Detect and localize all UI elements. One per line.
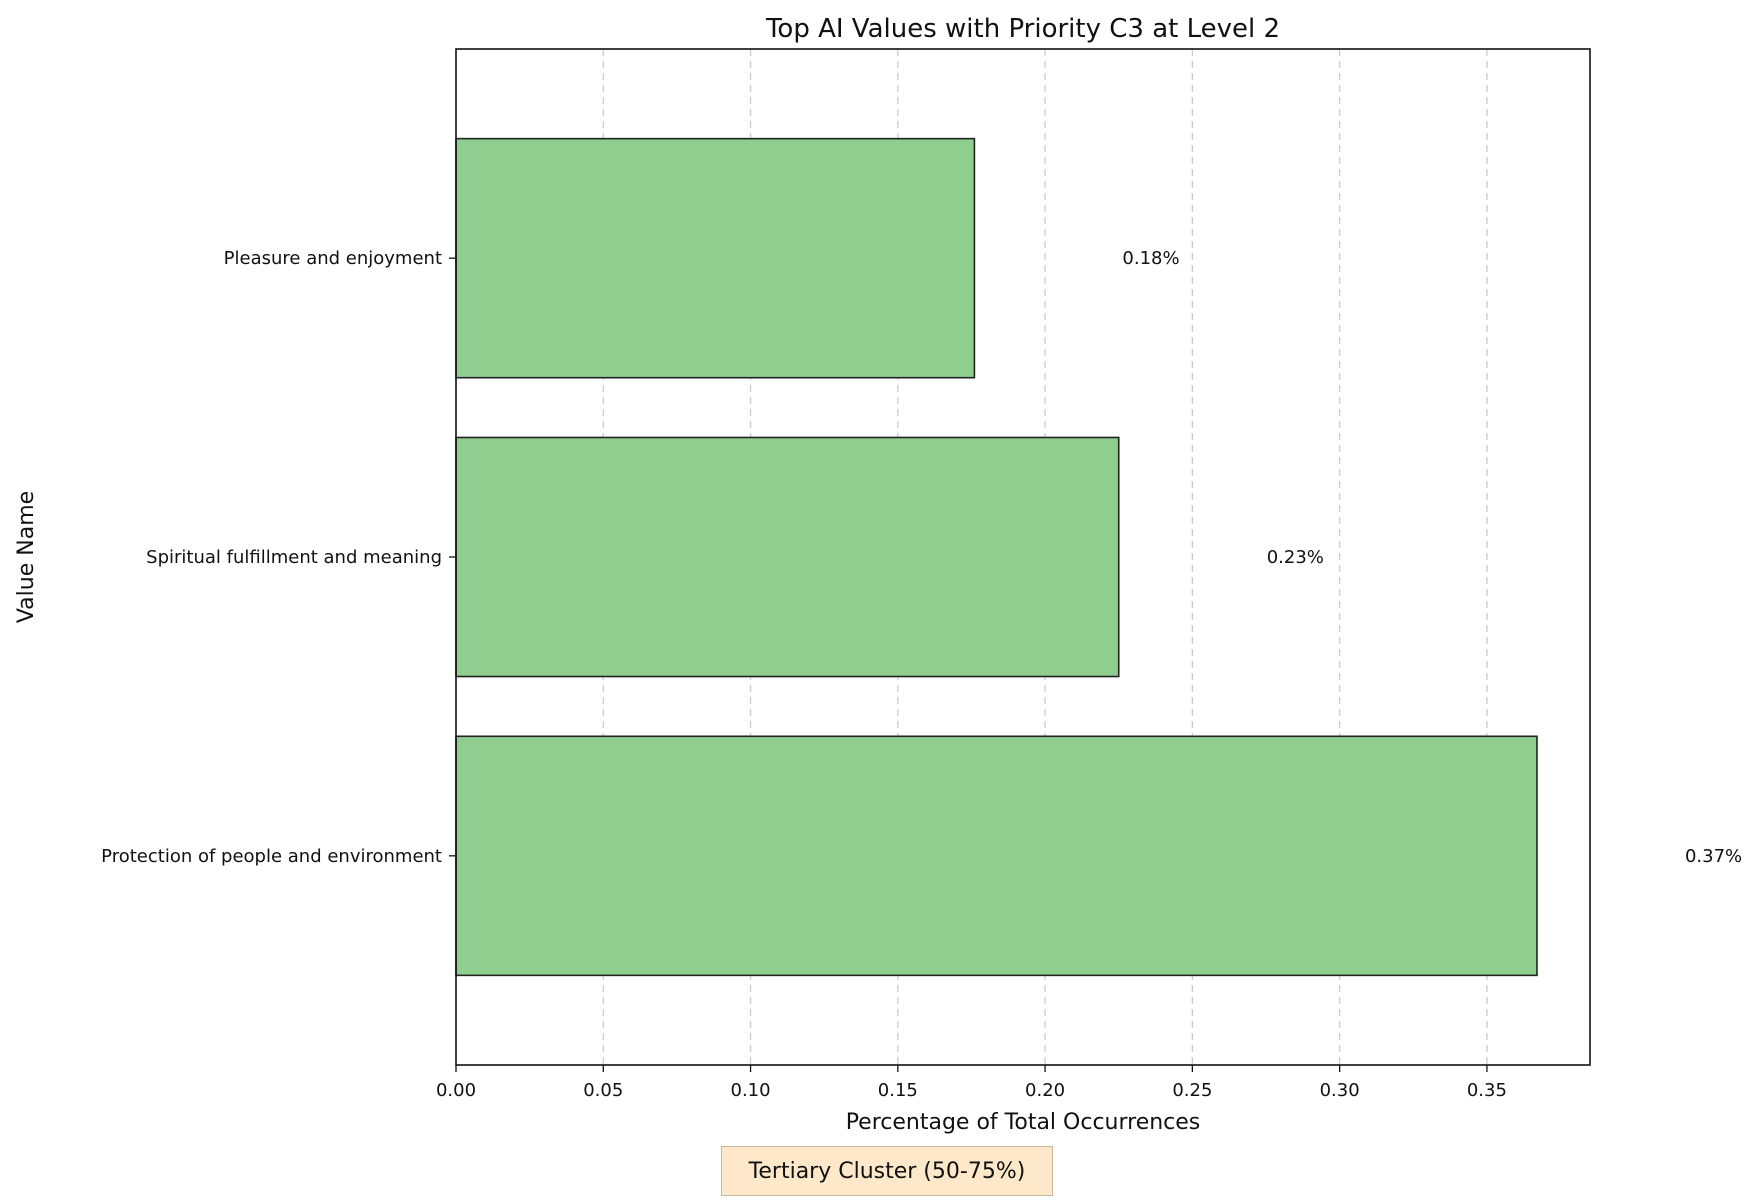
y-tick-label: Spiritual fulfillment and meaning — [146, 547, 442, 568]
x-ticks-group: 0.00 0.05 0.10 0.15 0.20 0.25 0.30 0.35 — [436, 1065, 1507, 1101]
x-tick-label: 0.05 — [583, 1080, 623, 1101]
value-label: 0.23% — [1267, 547, 1324, 568]
y-tick-label: Pleasure and enjoyment — [224, 248, 442, 269]
value-labels-group: 0.18% 0.23% 0.37% — [1122, 248, 1742, 867]
value-label: 0.18% — [1122, 248, 1179, 269]
y-tick-label: Protection of people and environment — [101, 846, 442, 867]
x-tick-label: 0.35 — [1467, 1080, 1507, 1101]
bar — [455, 735, 1538, 977]
x-tick-label: 0.00 — [436, 1080, 476, 1101]
x-tick-label: 0.20 — [1025, 1080, 1065, 1101]
value-label: 0.37% — [1685, 846, 1742, 867]
cluster-annotation: Tertiary Cluster (50-75%) — [721, 1146, 1053, 1196]
bar — [455, 436, 1120, 678]
x-tick-label: 0.25 — [1172, 1080, 1212, 1101]
x-tick-label: 0.10 — [731, 1080, 771, 1101]
x-tick-label: 0.30 — [1320, 1080, 1360, 1101]
bar — [455, 137, 976, 379]
chart-title: Top AI Values with Priority C3 at Level … — [765, 14, 1280, 44]
x-tick-label: 0.15 — [878, 1080, 918, 1101]
y-axis-label: Value Name — [14, 491, 39, 623]
bars-group — [455, 137, 1538, 977]
x-axis-label: Percentage of Total Occurrences — [846, 1110, 1201, 1135]
y-ticks-group: Pleasure and enjoyment Spiritual fulfillm… — [101, 248, 456, 867]
